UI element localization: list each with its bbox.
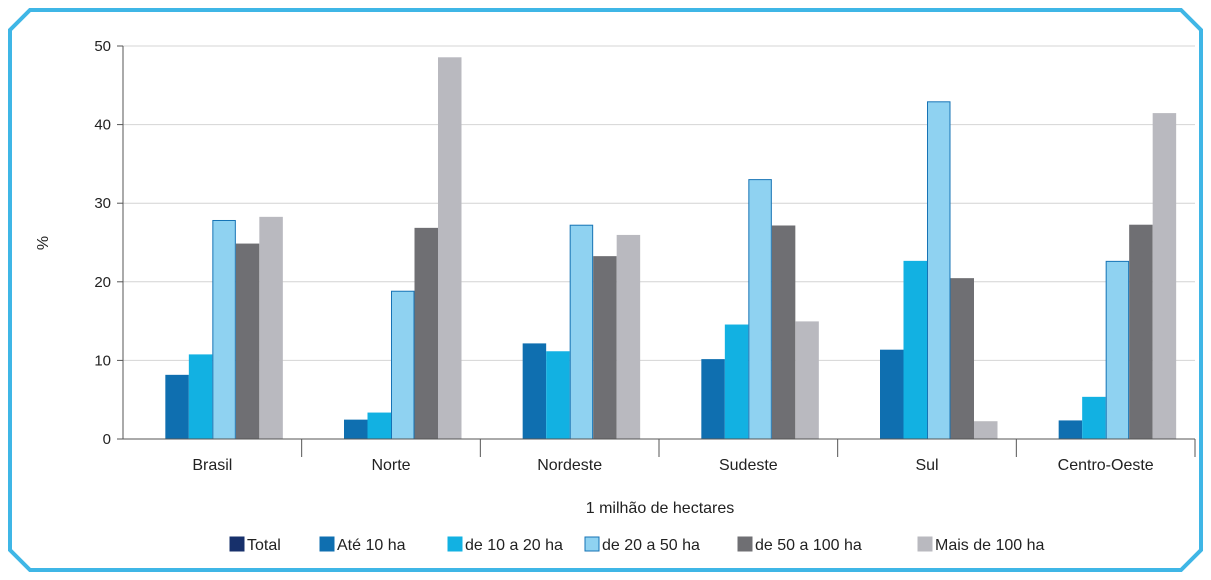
bar-2-1 (367, 412, 391, 440)
legend-label: Mais de 100 ha (935, 537, 1045, 554)
x-tick-label: Norte (371, 457, 410, 474)
bar-5-5 (1152, 113, 1177, 440)
bar-4-1 (414, 227, 438, 440)
bar-2-3 (724, 324, 749, 440)
bar-3-5 (1105, 260, 1130, 440)
x-tick-label: Brasil (192, 457, 232, 474)
bar-2-4 (903, 260, 927, 440)
y-tick-label: 30 (94, 195, 111, 212)
x-axis-title: 1 milhão de hectares (586, 500, 735, 517)
bar-5-4 (974, 421, 998, 440)
bar-5-3 (795, 321, 819, 440)
bar-4-5 (1129, 224, 1153, 440)
bar-5-2 (616, 234, 641, 440)
bar-2-2 (546, 351, 570, 440)
legend-swatch (584, 536, 600, 552)
bar-3-0 (212, 219, 236, 440)
x-tick-label: Centro-Oeste (1058, 457, 1154, 474)
x-tick-label: Sudeste (719, 457, 778, 474)
legend-label: de 10 a 20 ha (465, 537, 563, 554)
y-tick-label: 20 (94, 274, 111, 291)
legend: Total Até 10 ha de 10 a 20 ha de 20 a 50 ha… (229, 536, 1045, 554)
axes: 0 10 20 30 40 50 Brasil Norte Nordeste Sudeste Sul… (94, 38, 1196, 474)
y-tick-label: 50 (94, 38, 111, 55)
legend-swatch (319, 536, 335, 552)
frame-border (8, 8, 1203, 572)
bar-1-1 (344, 419, 368, 440)
bar-1-4 (880, 349, 904, 440)
legend-swatch (737, 536, 753, 552)
bar-5-1 (438, 57, 462, 440)
legend-swatch (917, 536, 933, 552)
bar-3-4 (927, 101, 951, 440)
bar-3-1 (391, 290, 415, 440)
bar-4-3 (771, 225, 796, 440)
gridlines (123, 45, 1195, 361)
bar-1-5 (1058, 420, 1083, 440)
bar-2-0 (188, 354, 213, 440)
x-tick-label: Nordeste (537, 457, 602, 474)
legend-swatch (229, 536, 245, 552)
bar-1-0 (165, 374, 189, 440)
legend-label: de 50 a 100 ha (755, 537, 862, 554)
bar-2-5 (1082, 396, 1106, 440)
bar-5-0 (259, 216, 283, 440)
legend-swatch (447, 536, 463, 552)
bars (165, 57, 1177, 440)
bar-3-3 (748, 179, 772, 440)
y-tick-label: 40 (94, 117, 111, 134)
legend-label: de 20 a 50 ha (602, 537, 700, 554)
legend-label: Total (247, 537, 281, 554)
y-tick-label: 0 (103, 431, 111, 448)
x-tick-label: Sul (915, 457, 938, 474)
legend-label: Até 10 ha (337, 537, 406, 554)
bar-4-4 (950, 278, 974, 440)
bar-1-3 (701, 359, 725, 440)
y-tick-label: 10 (94, 352, 111, 369)
bar-1-2 (522, 343, 547, 440)
bar-4-2 (593, 256, 617, 440)
bar-4-0 (235, 243, 260, 440)
y-axis-title: % (35, 236, 52, 250)
bar-3-2 (569, 224, 594, 440)
